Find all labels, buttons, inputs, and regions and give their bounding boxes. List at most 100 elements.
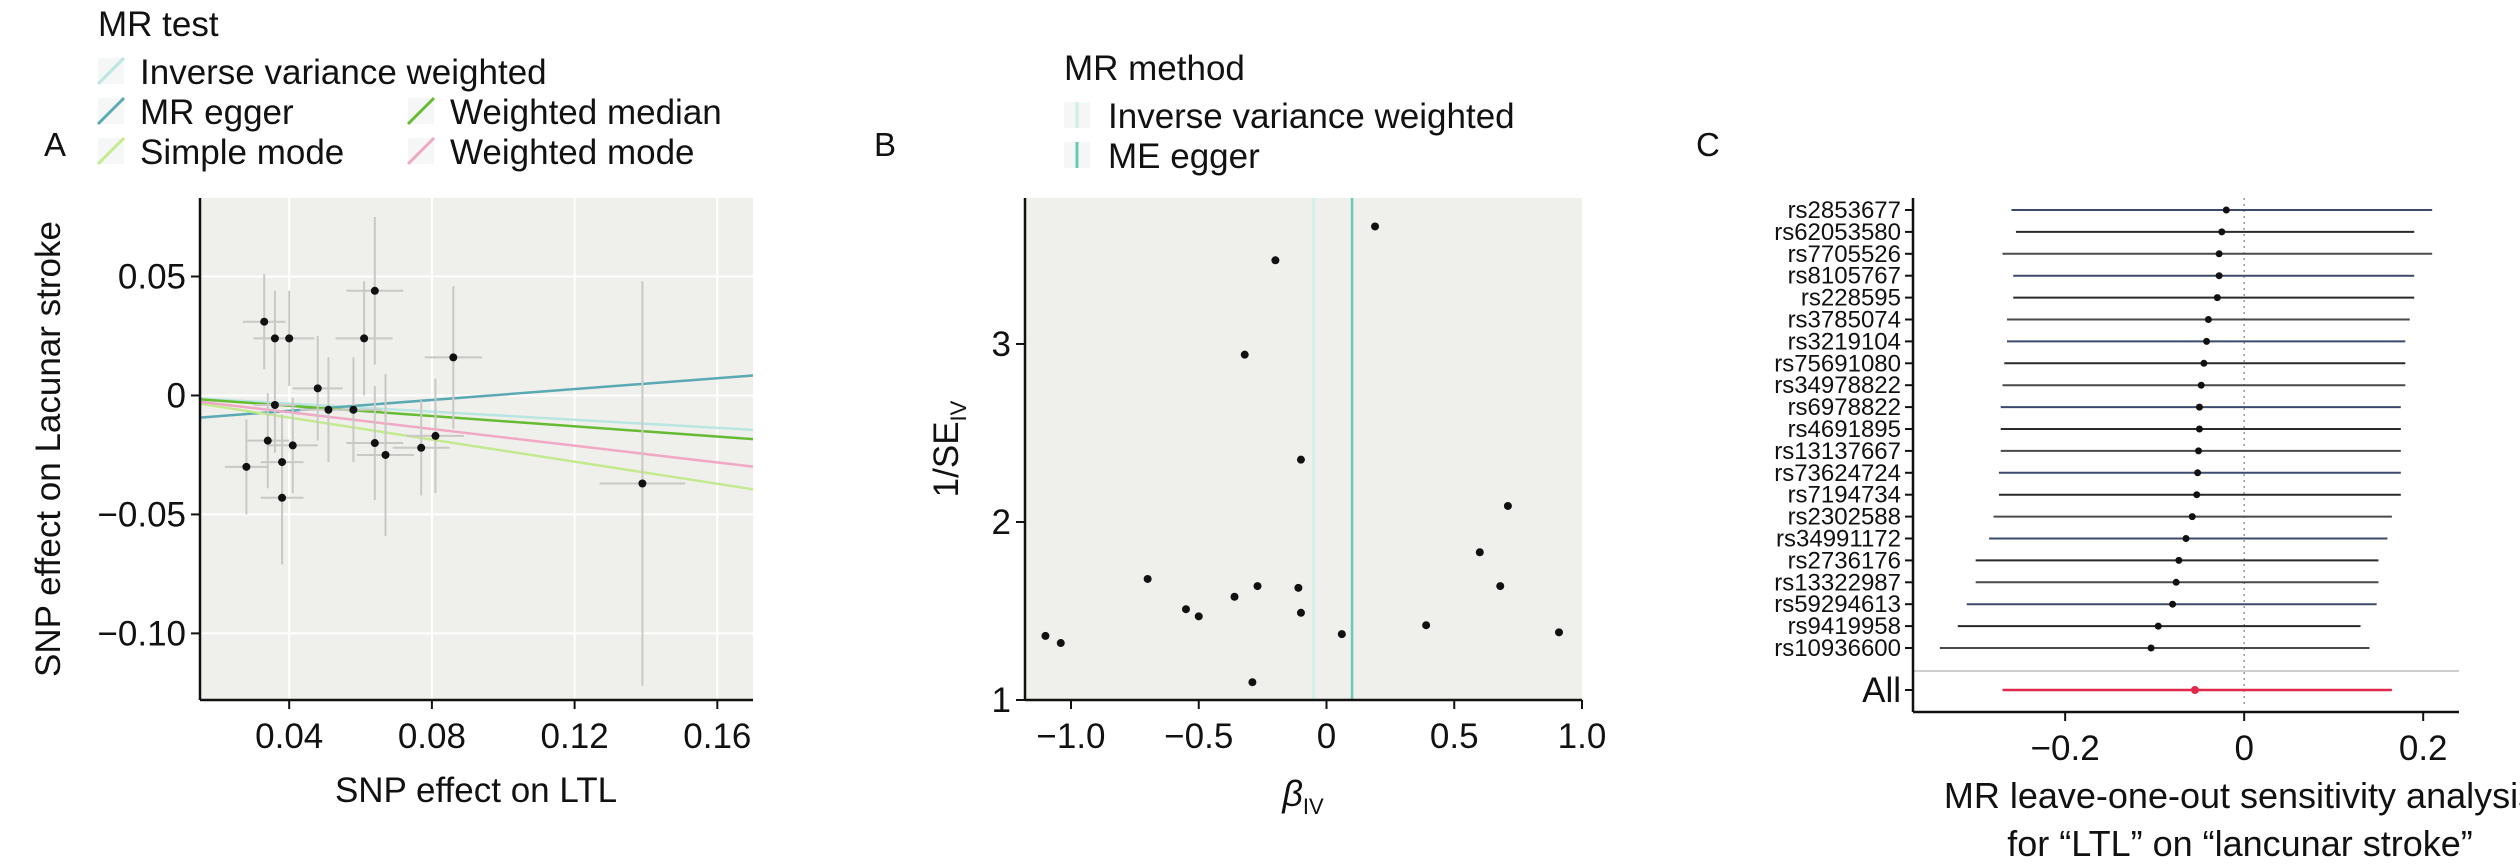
legend-a-item-weighted-median: Weighted median bbox=[406, 93, 722, 132]
plot-b-point bbox=[1296, 608, 1305, 617]
plot-c-row-label: rs34991172 bbox=[1776, 526, 1901, 553]
plot-b-x-tick-label: −0.5 bbox=[1164, 717, 1233, 756]
legend-a-label-simple-mode: Simple mode bbox=[140, 133, 344, 172]
plot-a-point bbox=[270, 400, 279, 409]
plot-b-x-label: βIV bbox=[1281, 773, 1324, 819]
plot-c-estimate bbox=[2194, 469, 2202, 477]
plot-b-point bbox=[1230, 592, 1239, 601]
plot-a-point bbox=[370, 439, 379, 448]
plot-c-row-label: rs9419958 bbox=[1788, 613, 1901, 640]
plot-c-x-tick-label: 0.2 bbox=[2399, 729, 2448, 768]
plot-a-point bbox=[263, 436, 272, 445]
plot-c-estimate bbox=[2218, 228, 2226, 236]
plot-b-y-label-main: 1/SE bbox=[927, 421, 966, 497]
plot-c-row-label: rs13137667 bbox=[1774, 438, 1901, 465]
plot-c-estimate bbox=[2175, 556, 2183, 564]
plot-c-estimate bbox=[2197, 381, 2205, 389]
plot-a-point bbox=[260, 317, 269, 326]
plot-c-row-label: rs3219104 bbox=[1788, 328, 1901, 355]
plot-c-estimate bbox=[2215, 250, 2223, 258]
legend-b-item-me-egger: ME egger bbox=[1064, 137, 1260, 176]
plot-a-x-tick-label: 0.04 bbox=[255, 717, 323, 756]
plot-a-point bbox=[278, 493, 287, 502]
plot-a-point bbox=[360, 334, 369, 343]
legend-b-item-ivw: Inverse variance weighted bbox=[1064, 97, 1515, 136]
legend-a-label-weighted-mode: Weighted mode bbox=[450, 133, 695, 172]
legend-a-item-mr-egger: MR egger bbox=[96, 93, 294, 132]
plot-a-x-label: SNP effect on LTL bbox=[335, 771, 617, 810]
plot-b-point bbox=[1496, 582, 1505, 591]
legend-b-label-ivw: Inverse variance weighted bbox=[1108, 97, 1515, 136]
plot-a-point bbox=[278, 458, 287, 467]
plot-a-point bbox=[370, 286, 379, 295]
panel-a-letter: A bbox=[44, 126, 66, 163]
plot-b-point bbox=[1271, 256, 1280, 265]
plot-c-estimate bbox=[2182, 535, 2190, 542]
plot-b-point bbox=[1194, 612, 1203, 621]
legend-a-item-simple-mode: Simple mode bbox=[96, 133, 344, 172]
legend-a-key-mr-egger-line bbox=[96, 96, 126, 126]
plot-b-x-label-symbol: β bbox=[1281, 773, 1303, 814]
plot-b-y-tick-label: 2 bbox=[992, 503, 1011, 542]
plot-a-point bbox=[381, 450, 390, 459]
plot-c-x-tick-label: 0 bbox=[2234, 729, 2253, 768]
legend-a-label-ivw: Inverse variance weighted bbox=[140, 53, 547, 92]
plot-a-point bbox=[324, 405, 333, 414]
plot-b-point bbox=[1337, 630, 1346, 639]
plot-b-x-tick-label: 0 bbox=[1317, 717, 1336, 756]
plot-c-estimate bbox=[2188, 513, 2196, 521]
plot-c-estimate bbox=[2172, 578, 2180, 586]
plot-c-estimate bbox=[2213, 294, 2221, 302]
legend-b-title: MR method bbox=[1064, 49, 1245, 88]
plot-c-estimate bbox=[2193, 491, 2201, 499]
plot-b-x-label-subscript: IV bbox=[1303, 794, 1324, 819]
plot-a-point bbox=[449, 353, 458, 362]
plot-b-point bbox=[1181, 605, 1190, 614]
plot-c-estimate bbox=[2169, 600, 2177, 608]
plot-a-point bbox=[285, 334, 294, 343]
legend-a-title: MR test bbox=[98, 5, 219, 44]
plot-b-point bbox=[1248, 678, 1257, 687]
legend-a-label-mr-egger: MR egger bbox=[140, 93, 294, 132]
plot-a-point bbox=[242, 462, 251, 471]
plot-c-x-label-line1: MR leave-one-out sensitivity analysis bbox=[1944, 775, 2520, 816]
plot-c-estimate bbox=[2204, 316, 2212, 323]
plot-c-all-estimate bbox=[2190, 686, 2199, 694]
plot-c-estimate bbox=[2200, 359, 2208, 367]
plot-a-y-tick-label: 0 bbox=[167, 376, 186, 415]
plot-c-estimate bbox=[2195, 425, 2203, 433]
plot-b-points bbox=[1041, 222, 1564, 687]
plot-c-all-label: All bbox=[1862, 671, 1901, 710]
plot-c-row-label: rs10936600 bbox=[1774, 635, 1901, 662]
legend-a-key-ivw-line bbox=[96, 56, 126, 86]
plot-b-point bbox=[1503, 501, 1512, 510]
plot-c-row-label: rs2853677 bbox=[1788, 197, 1901, 224]
panel-b-letter: B bbox=[874, 126, 896, 163]
legend-a-item-weighted-mode: Weighted mode bbox=[406, 133, 695, 172]
legend-a: MR test Inverse variance weighted MR egg… bbox=[96, 5, 722, 172]
plot-b-y-tick-label: 3 bbox=[992, 325, 1011, 364]
plot-a-ticks: 0.04 0.08 0.12 0.16 0.05 0 −0.05 −0.10 bbox=[97, 258, 751, 756]
plot-a-grid bbox=[200, 198, 753, 700]
plot-b-point bbox=[1240, 350, 1249, 359]
plot-a-point bbox=[270, 334, 279, 343]
plot-a-points bbox=[242, 286, 647, 502]
plot-c-estimate bbox=[2222, 206, 2230, 214]
plot-b-method-lines bbox=[1312, 198, 1354, 700]
plot-b-x-tick-label: 1.0 bbox=[1558, 717, 1607, 756]
plot-c-ticks: −0.2 0 0.2 bbox=[2031, 712, 2448, 768]
plot-c-x-tick-label: −0.2 bbox=[2031, 729, 2100, 768]
plot-c-row-label: rs7705526 bbox=[1788, 241, 1901, 268]
plot-a-point bbox=[431, 431, 440, 440]
panel-a: A MR test Inverse variance weighted MR e… bbox=[29, 5, 754, 810]
plot-b-point bbox=[1056, 639, 1065, 648]
plot-c-row-label: rs13322987 bbox=[1774, 569, 1901, 596]
plot-b-ticks: −1.0 −0.5 0 0.5 1.0 1 2 3 bbox=[992, 325, 1607, 756]
plot-b-y-label: 1/SEIV bbox=[927, 400, 971, 497]
plot-c-row-label: rs59294613 bbox=[1774, 591, 1901, 618]
plot-b-point bbox=[1371, 222, 1380, 231]
plot-c-estimate bbox=[2203, 337, 2211, 345]
legend-a-key-weighted-mode-line bbox=[406, 136, 436, 166]
plot-c-estimate bbox=[2154, 622, 2162, 630]
